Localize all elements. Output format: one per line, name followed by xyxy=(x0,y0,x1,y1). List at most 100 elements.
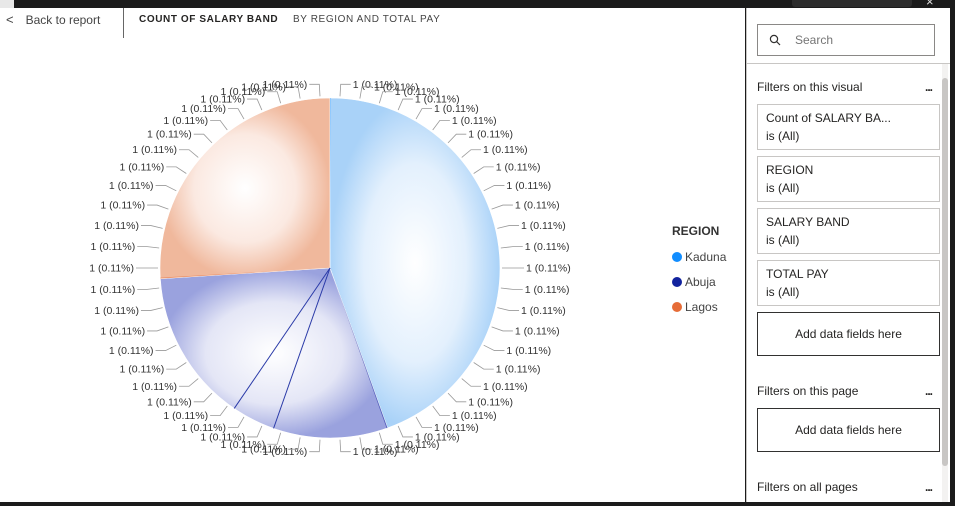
pie-slice-lagos[interactable] xyxy=(159,97,331,279)
slice-data-label: 1 (0.11%) xyxy=(147,396,192,408)
pie-slice-kaduna[interactable] xyxy=(329,97,501,429)
chevron-left-icon: < xyxy=(6,12,14,27)
search-icon xyxy=(769,34,781,46)
more-options-icon[interactable]: ... xyxy=(925,480,933,494)
top-search-box[interactable] xyxy=(792,0,912,7)
scrollbar-thumb[interactable] xyxy=(942,78,948,466)
filter-card-title: Count of SALARY BA... xyxy=(766,111,891,125)
legend-dot-lagos xyxy=(672,301,682,312)
slice-data-label: 1 (0.11%) xyxy=(452,115,497,127)
label-leader-line xyxy=(155,185,177,192)
label-leader-line xyxy=(397,98,413,111)
label-leader-line xyxy=(497,225,520,229)
slice-data-label: 1 (0.11%) xyxy=(109,345,154,357)
slice-data-label: 1 (0.11%) xyxy=(90,284,135,296)
pie-slice-abuja[interactable] xyxy=(160,267,388,439)
legend-item-abuja[interactable]: Abuja xyxy=(672,269,726,294)
slice-data-label: 1 (0.11%) xyxy=(89,263,134,275)
label-leader-line xyxy=(179,378,199,387)
label-leader-line xyxy=(447,133,467,144)
more-options-icon[interactable]: ... xyxy=(925,384,933,398)
slice-data-label: 1 (0.11%) xyxy=(521,305,566,317)
back-to-report-button[interactable]: < Back to report xyxy=(6,12,100,27)
close-icon[interactable]: × xyxy=(926,0,934,9)
label-leader-line xyxy=(193,133,213,144)
slice-data-label: 1 (0.11%) xyxy=(496,364,541,376)
label-leader-line xyxy=(267,432,282,445)
back-label: Back to report xyxy=(25,12,101,27)
slice-data-label: 1 (0.11%) xyxy=(515,200,560,212)
filter-card-total-pay[interactable]: TOTAL PAY is (All) xyxy=(757,260,940,306)
filter-card-count-salary-band[interactable]: Count of SALARY BA... is (All) xyxy=(757,104,940,150)
pie-slices[interactable] xyxy=(159,97,501,439)
filters-search-box[interactable] xyxy=(757,24,935,56)
label-leader-line xyxy=(309,439,321,453)
label-leader-line xyxy=(140,225,163,229)
visual-title: COUNT OF SALARY BAND xyxy=(139,14,279,25)
legend-item-kaduna[interactable]: Kaduna xyxy=(672,244,726,269)
label-leader-line xyxy=(137,287,160,290)
window-top-bar: × xyxy=(0,0,955,9)
label-leader-line xyxy=(155,344,177,351)
slice-data-label: 1 (0.11%) xyxy=(374,444,419,456)
more-options-icon[interactable]: ... xyxy=(925,80,933,94)
pie-slice-edge-abuja xyxy=(330,268,388,429)
slice-data-label: 1 (0.11%) xyxy=(353,446,398,458)
filter-card-title: TOTAL PAY xyxy=(766,267,829,281)
slice-data-label: 1 (0.11%) xyxy=(132,381,177,393)
label-leader-line xyxy=(500,287,523,290)
label-leader-line xyxy=(461,378,481,387)
filters-on-all-pages-heading: Filters on all pages xyxy=(757,480,858,494)
label-leader-line xyxy=(432,405,450,416)
slice-data-label: 1 (0.11%) xyxy=(94,305,139,317)
label-leader-line xyxy=(359,437,372,450)
filters-pane: Filters on this visual ... Count of SALA… xyxy=(746,8,950,502)
slice-data-label: 1 (0.11%) xyxy=(100,200,145,212)
header-divider xyxy=(123,8,124,38)
label-leader-line xyxy=(247,425,263,438)
legend-label: Lagos xyxy=(685,299,718,314)
pie-chart: 1 (0.11%)1 (0.11%)1 (0.11%)1 (0.11%)1 (0… xyxy=(89,79,571,458)
label-leader-line xyxy=(461,149,481,158)
slice-data-label: 1 (0.11%) xyxy=(353,79,398,91)
slice-data-label: 1 (0.11%) xyxy=(100,325,145,337)
filter-card-salary-band[interactable]: SALARY BAND is (All) xyxy=(757,208,940,254)
slice-data-label: 1 (0.11%) xyxy=(220,86,265,98)
slice-data-label: 1 (0.11%) xyxy=(506,345,551,357)
label-leader-line xyxy=(339,439,351,453)
slice-data-label: 1 (0.11%) xyxy=(181,422,226,434)
slice-data-label: 1 (0.11%) xyxy=(263,79,308,91)
label-leader-line xyxy=(179,149,199,158)
filter-card-region[interactable]: REGION is (All) xyxy=(757,156,940,202)
label-leader-line xyxy=(147,326,169,332)
slice-data-label: 1 (0.11%) xyxy=(147,129,192,141)
slice-data-label: 1 (0.11%) xyxy=(163,410,208,422)
slice-data-label: 1 (0.11%) xyxy=(120,161,165,173)
label-leader-line xyxy=(483,344,505,351)
label-leader-line xyxy=(497,307,520,311)
slice-data-label: 1 (0.11%) xyxy=(220,439,265,451)
slice-data-label: 1 (0.11%) xyxy=(483,144,528,156)
label-leader-line xyxy=(228,416,245,428)
window-corner xyxy=(0,0,14,8)
label-leader-line xyxy=(473,362,494,370)
label-leader-line xyxy=(147,204,169,210)
legend-item-lagos[interactable]: Lagos xyxy=(672,294,726,319)
label-leader-line xyxy=(491,326,513,332)
label-leader-line xyxy=(378,91,393,104)
add-data-fields-page[interactable]: Add data fields here xyxy=(757,408,940,452)
pane-divider xyxy=(747,63,950,64)
add-data-fields-visual[interactable]: Add data fields here xyxy=(757,312,940,356)
pie-slice-spoke xyxy=(233,267,331,409)
slice-data-label: 1 (0.11%) xyxy=(395,86,440,98)
slice-data-label: 1 (0.11%) xyxy=(241,444,286,456)
search-input[interactable] xyxy=(793,32,917,48)
slice-data-label: 1 (0.11%) xyxy=(515,325,560,337)
legend-dot-abuja xyxy=(672,276,682,287)
filter-card-title: REGION xyxy=(766,163,814,177)
pie-slice-spoke xyxy=(273,267,331,429)
label-leader-line xyxy=(359,86,372,99)
filters-on-page-heading: Filters on this page xyxy=(757,384,859,398)
slice-data-label: 1 (0.11%) xyxy=(525,241,570,253)
label-leader-line xyxy=(432,120,450,131)
